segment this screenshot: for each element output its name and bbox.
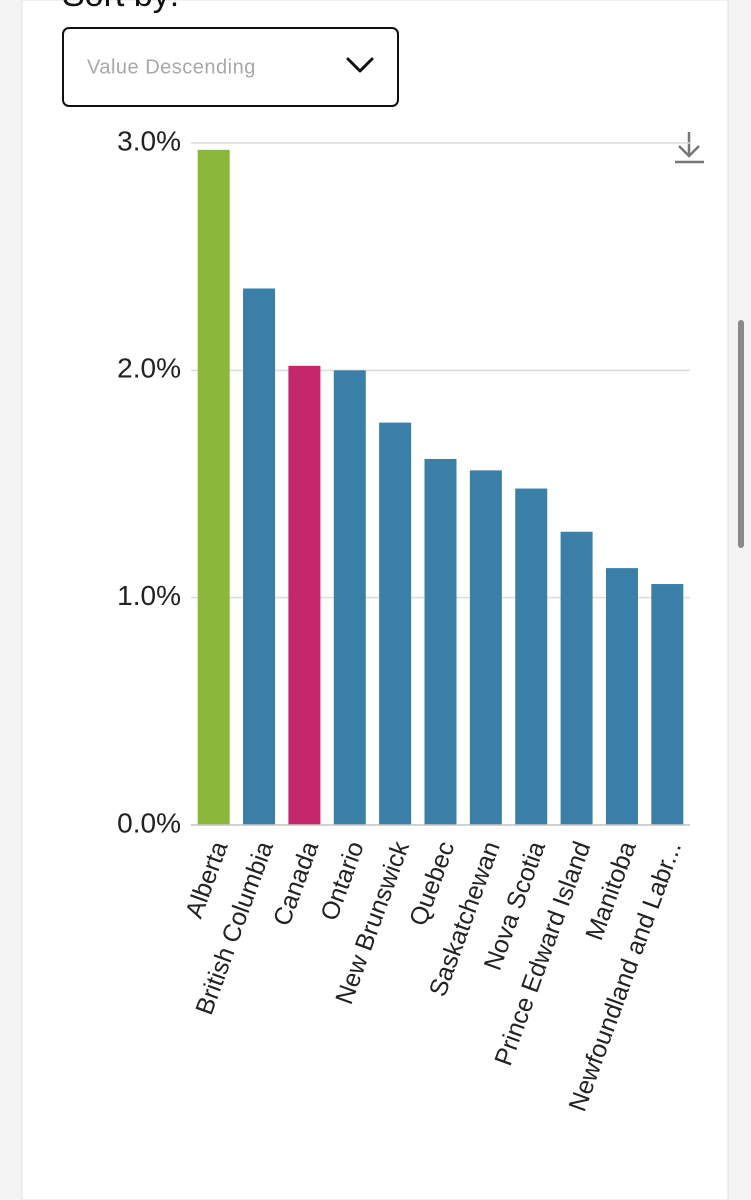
bar: [288, 365, 321, 825]
dropdown[interactable]: Value Descending: [62, 27, 399, 107]
dropdown-box[interactable]: [62, 27, 399, 107]
bar: [197, 149, 230, 825]
bar: [560, 531, 593, 825]
bar: [605, 568, 638, 825]
y-tick-label: 0.0%: [117, 807, 181, 838]
bar: [379, 422, 412, 825]
bar: [515, 488, 548, 825]
bar: [424, 458, 457, 825]
dropdown-text[interactable]: Value Descending: [87, 56, 256, 78]
bar: [243, 288, 276, 825]
y-tick-label: 2.0%: [117, 353, 181, 384]
bar: [469, 470, 502, 825]
bar: [333, 370, 366, 825]
sort-label: Sort by:: [62, 0, 179, 14]
scrollbar[interactable]: [738, 320, 744, 548]
y-tick-label: 3.0%: [117, 125, 181, 156]
y-tick-label: 1.0%: [117, 580, 181, 611]
bar: [651, 584, 684, 825]
chevron-icon[interactable]: [346, 57, 374, 73]
